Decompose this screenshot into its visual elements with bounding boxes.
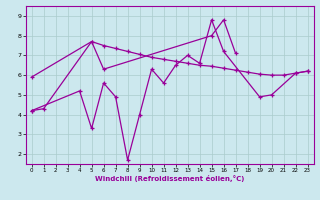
X-axis label: Windchill (Refroidissement éolien,°C): Windchill (Refroidissement éolien,°C) <box>95 175 244 182</box>
